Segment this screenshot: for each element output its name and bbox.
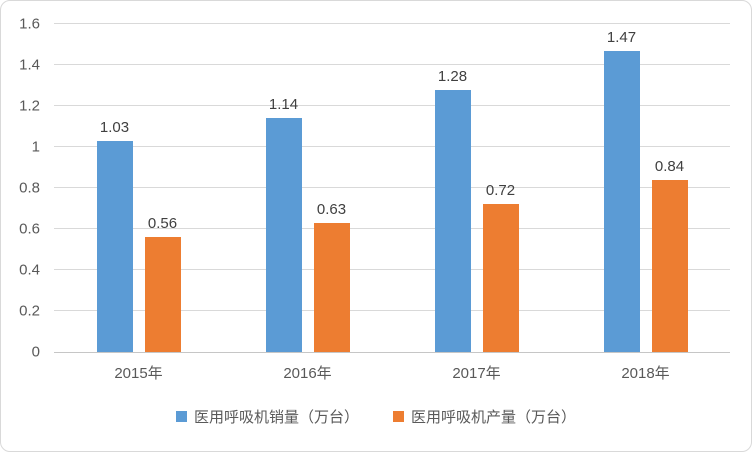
bar-value-label: 0.84 (654, 157, 685, 175)
y-tick-label: 1.6 (19, 15, 40, 33)
bar-group: 1.03 0.56 (54, 24, 223, 352)
bar-groups: 1.03 0.56 1.14 0.63 1.28 0.72 1.47 0.84 (54, 24, 730, 352)
legend-item: 医用呼吸机销量（万台） (175, 406, 359, 427)
bar-wrap: 0.84 (651, 24, 688, 352)
bar-series-1 (96, 140, 133, 352)
bar-wrap: 1.14 (265, 24, 302, 352)
bar-group: 1.28 0.72 (392, 24, 561, 352)
y-tick-label: 1.4 (19, 56, 40, 74)
legend-label: 医用呼吸机产量（万台） (411, 409, 577, 426)
y-tick-label: 0.4 (19, 261, 40, 279)
x-category-label: 2016年 (283, 365, 332, 382)
x-category-label: 2015年 (114, 365, 163, 382)
y-tick-label: 1 (31, 138, 40, 156)
gridline (54, 310, 730, 311)
bar-value-label: 1.28 (437, 67, 468, 85)
bar-series-2 (313, 222, 350, 352)
y-axis: 1.6 1.4 1.2 1 0.8 0.6 0.4 0.2 0 (1, 17, 54, 360)
x-category-label: 2017年 (452, 365, 501, 382)
bar-group: 1.14 0.63 (223, 24, 392, 352)
bar-series-2 (651, 179, 688, 352)
x-category-label: 2018年 (621, 365, 670, 382)
gridline (54, 23, 730, 24)
bar-wrap: 1.47 (603, 24, 640, 352)
bar-wrap: 0.72 (482, 24, 519, 352)
y-tick-label: 0.6 (19, 220, 40, 238)
bar-series-1 (434, 89, 471, 352)
bar-wrap: 0.63 (313, 24, 350, 352)
plot-row: 1.6 1.4 1.2 1 0.8 0.6 0.4 0.2 0 1.03 0.56 1.14 0.63… (1, 17, 751, 360)
gridline (54, 105, 730, 106)
legend: 医用呼吸机销量（万台） 医用呼吸机产量（万台） (1, 406, 751, 427)
bar-series-1 (265, 118, 302, 352)
gridline (54, 187, 730, 188)
bar-value-label: 1.47 (606, 28, 637, 46)
y-tick-label: 0.8 (19, 179, 40, 197)
gridline (54, 228, 730, 229)
bar-value-label: 1.03 (99, 118, 130, 136)
gridline (54, 269, 730, 270)
bar-wrap: 1.28 (434, 24, 471, 352)
legend-label: 医用呼吸机销量（万台） (193, 409, 359, 426)
x-axis-labels: 2015年 2016年 2017年 2018年 (54, 362, 730, 383)
gridline (54, 64, 730, 65)
y-tick-label: 0.2 (19, 302, 40, 320)
legend-item: 医用呼吸机产量（万台） (393, 406, 576, 427)
bar-wrap: 0.56 (144, 24, 181, 352)
y-tick-label: 0 (31, 343, 40, 361)
legend-swatch-icon (393, 411, 404, 422)
bar-series-2 (144, 237, 181, 352)
bar-series-2 (482, 204, 519, 352)
plot-area: 1.03 0.56 1.14 0.63 1.28 0.72 1.47 0.84 (54, 23, 730, 353)
bar-series-1 (603, 50, 640, 352)
bar-group: 1.47 0.84 (561, 24, 730, 352)
bar-value-label: 1.14 (268, 96, 299, 114)
gridline (54, 146, 730, 147)
y-tick-label: 1.2 (19, 97, 40, 115)
bar-value-label: 0.56 (147, 215, 178, 233)
legend-swatch-icon (175, 411, 187, 422)
bar-wrap: 1.03 (96, 24, 133, 352)
bar-value-label: 0.63 (316, 200, 347, 218)
bar-value-label: 0.72 (485, 182, 516, 200)
